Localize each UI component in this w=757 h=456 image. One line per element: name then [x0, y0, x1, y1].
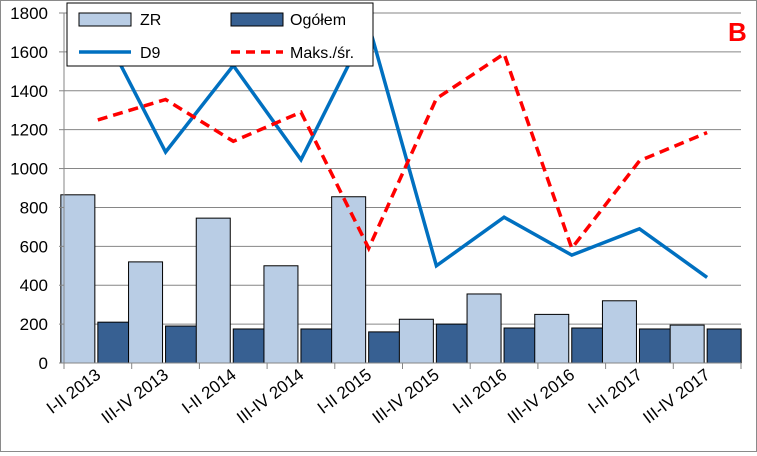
legend-label-maks-sr: Maks./śr. — [290, 45, 354, 62]
x-tick-label: III-IV 2016 — [504, 365, 578, 427]
y-tick-label: 1800 — [10, 4, 48, 23]
legend-swatch-zr — [78, 12, 132, 27]
panel-label: B — [728, 17, 747, 47]
x-tick-label: I-II 2014 — [178, 365, 239, 418]
x-tick-label: III-IV 2013 — [98, 365, 172, 427]
x-tick-label: I-II 2015 — [314, 365, 375, 418]
y-tick-label: 400 — [20, 276, 48, 295]
bar-ogem — [638, 328, 674, 364]
legend-label-zr: ZR — [140, 12, 161, 29]
legend-label-d9: D9 — [140, 45, 161, 62]
legend-swatch-ogolem — [230, 12, 284, 27]
x-tick-label: III-IV 2015 — [369, 365, 443, 427]
bar-ogem — [232, 328, 268, 364]
bar-zr — [128, 261, 164, 364]
bar-zr — [263, 265, 299, 364]
x-tick-label: III-IV 2017 — [639, 365, 713, 427]
bar-zr — [398, 318, 434, 364]
grid-lines — [64, 12, 741, 325]
y-tick-label: 0 — [39, 354, 48, 373]
line-series-d9 — [96, 19, 709, 279]
bar-zr — [534, 313, 570, 364]
y-tick-label: 600 — [20, 237, 48, 256]
legend-label-ogolem: Ogółem — [290, 12, 346, 29]
bar-ogem — [503, 327, 539, 364]
bar-ogem — [706, 328, 742, 364]
bar-ogem — [97, 321, 133, 364]
bar-zr — [195, 217, 231, 364]
bar-zr — [60, 194, 96, 364]
x-tick-label: III-IV 2014 — [233, 365, 307, 427]
legend: ZR Ogółem D9 Maks./śr. — [66, 2, 374, 67]
bar-ogem — [165, 325, 201, 364]
bar-ogem — [368, 331, 404, 364]
y-tick-labels: 0 200 400 600 800 1000 1200 1400 1600 1800 — [10, 4, 48, 373]
bar-zr — [331, 196, 367, 364]
bars-group — [60, 194, 742, 364]
line-series-maksr — [97, 51, 708, 253]
bar-zr — [669, 324, 705, 364]
lines-group — [96, 19, 709, 279]
y-tick-label: 1000 — [10, 160, 48, 179]
bar-ogem — [571, 327, 607, 364]
axes-group — [59, 12, 742, 369]
x-tick-label: I-II 2016 — [449, 365, 510, 418]
bar-zr — [466, 293, 502, 364]
bar-zr — [601, 300, 637, 364]
y-tick-label: 1400 — [10, 82, 48, 101]
x-tick-label: I-II 2013 — [43, 365, 104, 418]
bar-ogem — [435, 323, 471, 364]
y-tick-label: 1200 — [10, 121, 48, 140]
x-tick-label: I-II 2017 — [585, 365, 646, 418]
y-tick-label: 200 — [20, 315, 48, 334]
y-tick-label: 800 — [20, 198, 48, 217]
bar-ogem — [300, 328, 336, 364]
y-tick-label: 1600 — [10, 43, 48, 62]
